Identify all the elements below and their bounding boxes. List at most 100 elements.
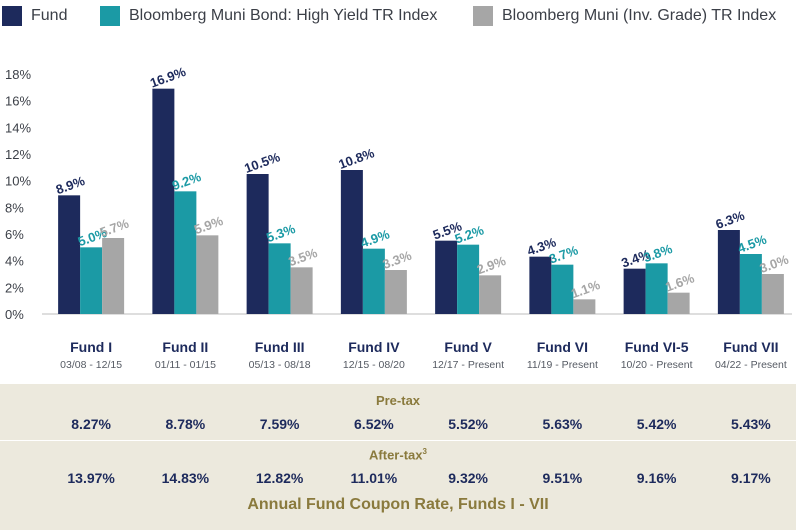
y-tick-label: 6% <box>5 227 24 242</box>
bar-value-label: 5.3% <box>264 221 297 245</box>
bar-value-label: 5.9% <box>192 213 225 237</box>
y-tick-label: 0% <box>5 307 24 322</box>
bar-high-yield <box>362 248 385 314</box>
pretax-rate-cell: 5.43% <box>731 416 771 432</box>
bar-value-label: 2.9% <box>475 253 508 277</box>
bar-high-yield <box>457 244 480 314</box>
legend-label-fund: Fund <box>31 7 68 24</box>
bar-value-label: 4.5% <box>735 232 768 256</box>
pretax-rate-cell: 5.63% <box>542 416 583 432</box>
bar-value-label: 6.3% <box>713 208 746 232</box>
legend-item-inv-grade: Bloomberg Muni (Inv. Grade) TR Index <box>473 6 776 26</box>
x-period-label: 04/22 - Present <box>715 359 787 371</box>
bar-value-label: 10.8% <box>336 145 376 172</box>
bar-value-label: 3.5% <box>286 245 319 269</box>
x-category-label: Fund III <box>255 339 305 355</box>
bar-value-label: 1.1% <box>569 277 602 301</box>
y-tick-label: 8% <box>5 200 24 215</box>
legend-label-inv-grade: Bloomberg Muni (Inv. Grade) TR Index <box>502 7 777 24</box>
pretax-rate-cell: 5.52% <box>448 416 488 432</box>
bar-value-label: 9.2% <box>170 169 203 193</box>
aftertax-rate-cell: 13.97% <box>67 470 115 486</box>
bar-fund <box>717 230 740 314</box>
aftertax-rate-cell: 11.01% <box>350 470 398 486</box>
y-tick-label: 18% <box>5 67 31 82</box>
bar-inv-grade <box>479 275 502 314</box>
bar-high-yield <box>80 247 103 314</box>
x-period-label: 10/20 - Present <box>621 359 693 371</box>
aftertax-rate-cell: 9.32% <box>448 470 488 486</box>
bar-value-label: 10.5% <box>242 149 282 176</box>
x-category-label: Fund VI-5 <box>625 339 689 355</box>
bar-value-label: 3.8% <box>641 241 674 265</box>
bar-value-label: 3.3% <box>380 248 413 272</box>
aftertax-row: 13.97% 14.83% 12.82% 11.01% 9.32% 9.51% 9.16% 9… <box>0 470 796 490</box>
aftertax-rate-cell: 9.16% <box>636 470 677 486</box>
y-tick-label: 4% <box>5 254 24 269</box>
bar-fund <box>435 240 458 314</box>
bar-inv-grade <box>573 299 596 314</box>
legend-swatch-inv-grade <box>473 6 493 26</box>
bar-fund <box>58 195 81 314</box>
legend-swatch-fund <box>2 6 22 26</box>
bar-high-yield <box>174 191 197 314</box>
x-period-label: 12/17 - Present <box>432 359 504 371</box>
pretax-rate-cell: 6.52% <box>354 416 394 432</box>
bar-fund <box>246 174 269 314</box>
legend: Fund Bloomberg Muni Bond: High Yield TR … <box>0 6 796 32</box>
x-category-label: Fund II <box>162 339 208 355</box>
pretax-row: 8.27% 8.78% 7.59% 6.52% 5.52% 5.63% 5.42% 5.43% <box>0 416 796 436</box>
bar-high-yield <box>645 263 668 314</box>
bar-value-label: 3.0% <box>757 252 790 276</box>
bar-inv-grade <box>102 238 125 314</box>
bar-value-label: 16.9% <box>148 64 188 91</box>
bar-inv-grade <box>667 292 690 314</box>
pretax-rate-cell: 8.78% <box>165 416 206 432</box>
x-category-label: Fund IV <box>348 339 400 355</box>
x-period-label: 03/08 - 12/15 <box>60 359 122 371</box>
x-period-label: 11/19 - Present <box>527 359 598 371</box>
aftertax-rate-cell: 12.82% <box>255 470 304 486</box>
bar-inv-grade <box>761 274 784 314</box>
x-category-label: Fund VII <box>723 339 778 355</box>
legend-swatch-high-yield <box>100 6 120 26</box>
coupon-table: Pre-tax 8.27% 8.78% 7.59% 6.52% 5.52% 5.63% 5.… <box>0 384 796 530</box>
pretax-heading: Pre-tax <box>0 393 796 408</box>
aftertax-heading: After-tax3 <box>0 447 796 462</box>
y-tick-label: 14% <box>5 120 31 135</box>
bar-fund <box>529 256 552 314</box>
pretax-heading-text: Pre-tax <box>375 393 421 408</box>
bar-inv-grade <box>196 235 219 314</box>
table-caption: Annual Fund Coupon Rate, Funds I - VII <box>247 496 549 513</box>
aftertax-rate-cell: 14.83% <box>161 470 210 486</box>
x-period-label: 05/13 - 08/18 <box>249 359 311 371</box>
legend-label-high-yield: Bloomberg Muni Bond: High Yield TR Index <box>129 7 438 24</box>
aftertax-rate-cell: 9.17% <box>731 470 771 486</box>
bar-fund <box>340 170 363 314</box>
pretax-rate-cell: 5.42% <box>636 416 677 432</box>
x-category-label: Fund VI <box>537 339 588 355</box>
aftertax-heading-text: After-tax <box>369 447 423 463</box>
y-tick-label: 12% <box>5 147 31 162</box>
y-tick-label: 2% <box>5 280 24 295</box>
y-tick-label: 10% <box>5 174 31 189</box>
bar-value-label: 4.9% <box>358 226 391 250</box>
aftertax-footnote: 3 <box>422 447 427 456</box>
aftertax-rate-cell: 9.51% <box>542 470 583 486</box>
legend-item-high-yield: Bloomberg Muni Bond: High Yield TR Index <box>100 6 437 26</box>
x-category-label: Fund I <box>70 339 112 355</box>
pretax-rate-cell: 8.27% <box>71 416 111 432</box>
bar-fund <box>623 268 646 314</box>
bar-inv-grade <box>290 267 313 314</box>
bar-value-label: 5.7% <box>98 216 131 240</box>
bar-chart: 0%2%4%6%8%10%12%14%16%18%8.9%5.0%5.7%Fun… <box>5 64 792 371</box>
x-period-label: 01/11 - 01/15 <box>155 359 216 371</box>
bar-inv-grade <box>384 270 407 314</box>
x-period-label: 12/15 - 08/20 <box>343 359 405 371</box>
bar-value-label: 1.6% <box>663 270 696 294</box>
y-tick-label: 16% <box>5 94 31 109</box>
table-divider <box>0 440 796 441</box>
x-category-label: Fund V <box>444 339 492 355</box>
pretax-rate-cell: 7.59% <box>259 416 300 432</box>
bar-high-yield <box>739 254 762 314</box>
